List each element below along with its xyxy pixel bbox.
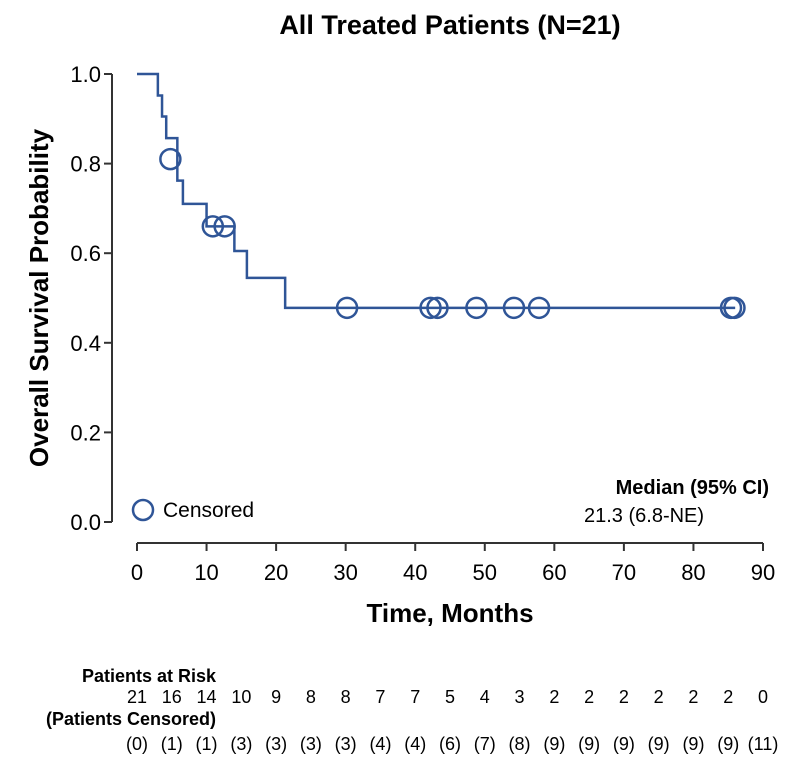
risk-censored-count: (1) (161, 734, 183, 754)
y-tick-label: 1.0 (70, 62, 101, 87)
y-tick-label: 0.4 (70, 331, 101, 356)
risk-censored-count: (9) (578, 734, 600, 754)
risk-censored-count: (8) (509, 734, 531, 754)
risk-at-risk-count: 2 (654, 687, 664, 707)
risk-at-risk-count: 0 (758, 687, 768, 707)
risk-at-risk-count: 8 (306, 687, 316, 707)
risk-at-risk-count: 2 (688, 687, 698, 707)
risk-censored-count: (3) (265, 734, 287, 754)
x-tick-label: 10 (194, 560, 218, 585)
censored-header: (Patients Censored) (46, 709, 216, 729)
legend: Censored (131, 498, 254, 522)
risk-censored-count: (7) (474, 734, 496, 754)
legend-censored-marker (131, 498, 155, 522)
y-tick-label: 0.2 (70, 420, 101, 445)
median-annotation: Median (95% CI) 21.3 (6.8-NE) (584, 477, 769, 527)
risk-censored-count: (9) (682, 734, 704, 754)
risk-censored-count: (3) (335, 734, 357, 754)
risk-at-risk-count: 14 (197, 687, 217, 707)
risk-censored-count: (3) (230, 734, 252, 754)
censored-marker (213, 215, 236, 238)
x-tick-label: 50 (473, 560, 497, 585)
x-tick-label: 30 (333, 560, 357, 585)
risk-at-risk-count: 7 (375, 687, 385, 707)
median-title: Median (95% CI) (616, 477, 769, 499)
at-risk-header: Patients at Risk (82, 666, 217, 686)
risk-at-risk-count: 9 (271, 687, 281, 707)
risk-censored-count: (9) (717, 734, 739, 754)
censored-marker (426, 296, 449, 320)
median-value: 21.3 (6.8-NE) (584, 505, 704, 527)
x-tick-label: 0 (131, 560, 143, 585)
y-tick-label: 0.8 (70, 152, 101, 177)
censored-marker (502, 296, 526, 320)
risk-at-risk-count: 4 (480, 687, 490, 707)
risk-censored-count: (9) (648, 734, 670, 754)
risk-censored-count: (4) (404, 734, 426, 754)
x-tick-label: 70 (612, 560, 636, 585)
axes: 0.0 0.2 0.4 0.6 0.8 1.0 0 10 20 30 40 50 60 70 80 90 (70, 62, 775, 585)
risk-at-risk-count: 16 (162, 687, 182, 707)
x-axis-title: Time, Months (366, 598, 533, 628)
y-tick-label: 0.0 (70, 510, 101, 535)
risk-at-risk-count: 10 (231, 687, 251, 707)
censored-markers (159, 147, 746, 320)
chart-title: All Treated Patients (N=21) (279, 10, 620, 40)
x-tick-label: 60 (542, 560, 566, 585)
risk-at-risk-count: 2 (549, 687, 559, 707)
risk-censored-count: (4) (369, 734, 391, 754)
risk-censored-count: (9) (543, 734, 565, 754)
risk-censored-count: (0) (126, 734, 148, 754)
survival-step-line (137, 72, 736, 310)
y-axis-title: Overall Survival Probability (24, 128, 54, 467)
survival-curve (137, 72, 736, 310)
risk-at-risk-count: 7 (410, 687, 420, 707)
risk-at-risk-count: 21 (127, 687, 147, 707)
risk-censored-count: (3) (300, 734, 322, 754)
legend-censored-label: Censored (163, 499, 254, 522)
risk-numbers: 21 (0) 16 (1) 14 (1) 10 (3) 9 (3) 8 (3) 8 (3) 7 (4) 7 (4)… (126, 687, 778, 754)
censored-marker (465, 296, 488, 320)
x-tick-label: 80 (681, 560, 705, 585)
risk-censored-count: (6) (439, 734, 461, 754)
risk-censored-count: (11) (748, 734, 779, 754)
x-tick-label: 40 (403, 560, 427, 585)
risk-at-risk-count: 8 (341, 687, 351, 707)
x-tick-label: 20 (264, 560, 288, 585)
risk-censored-count: (9) (613, 734, 635, 754)
censored-marker (335, 296, 359, 320)
censored-marker (419, 296, 442, 320)
risk-table: Patients at Risk (Patients Censored) 21 (… (46, 666, 778, 754)
risk-at-risk-count: 2 (584, 687, 594, 707)
y-tick-label: 0.6 (70, 241, 101, 266)
censored-marker (723, 296, 746, 320)
x-tick-label: 90 (751, 560, 775, 585)
risk-at-risk-count: 5 (445, 687, 455, 707)
risk-censored-count: (1) (196, 734, 218, 754)
censored-marker (201, 215, 225, 238)
risk-at-risk-count: 3 (515, 687, 525, 707)
censored-marker (527, 296, 551, 320)
censored-marker (159, 147, 182, 171)
risk-at-risk-count: 2 (723, 687, 733, 707)
risk-at-risk-count: 2 (619, 687, 629, 707)
